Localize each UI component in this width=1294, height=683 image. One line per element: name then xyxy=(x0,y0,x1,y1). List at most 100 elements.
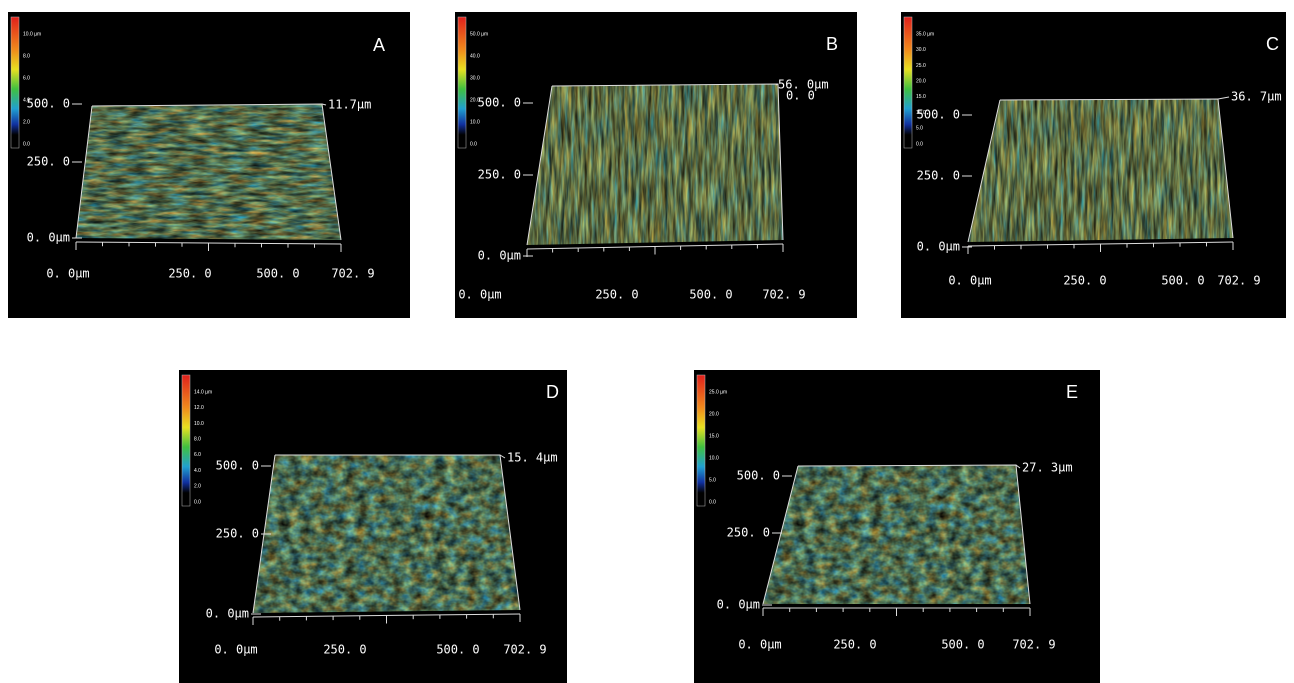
z-axis-tick xyxy=(1217,96,1230,100)
colorbar-label: 35.0 µm xyxy=(916,31,934,37)
x-axis-label: 500. 0 xyxy=(941,638,984,652)
colorbar-label: 40.0 xyxy=(470,53,480,59)
y-axis-label: 500. 0 xyxy=(478,96,521,110)
colorbar xyxy=(10,16,20,149)
panel: 50.0 µm 40.0 30.0 20.0 10.0 0.0 500. 0 250. 0 0.… xyxy=(455,12,857,318)
z-max-label: 36. 7µm xyxy=(1231,90,1282,104)
colorbar xyxy=(903,16,913,149)
colorbar-label: 10.0 xyxy=(194,421,204,427)
x-axis-label: 702. 9 xyxy=(1217,274,1260,288)
x-axis-label: 702. 9 xyxy=(1012,638,1055,652)
surface xyxy=(76,104,341,240)
y-axis xyxy=(967,99,1001,243)
z-max-label: 15. 4µm xyxy=(507,451,558,465)
panel-letter: A xyxy=(373,35,385,55)
x-axis-label: 500. 0 xyxy=(256,267,299,281)
y-axis xyxy=(526,85,553,246)
colorbar-label: 5.0 xyxy=(916,126,923,132)
z-max-label: 11.7µm xyxy=(328,98,371,112)
z-max-label: 27. 3µm xyxy=(1022,461,1073,475)
colorbar-label: 4.0 xyxy=(23,97,30,103)
x-axis-label: 250. 0 xyxy=(323,643,366,657)
y-axis-label: 0. 0µm xyxy=(27,231,70,245)
y-axis-label: 250. 0 xyxy=(478,168,521,182)
z-axis-tick xyxy=(775,83,779,86)
x-axis-label: 500. 0 xyxy=(436,643,479,657)
colorbar-label: 6.0 xyxy=(194,452,201,458)
colorbar-label: 4.0 xyxy=(194,468,201,474)
colorbar-label: 2.0 xyxy=(23,119,30,125)
z-max-label: 0. 0 xyxy=(786,89,815,103)
colorbar-label: 20.0 xyxy=(709,411,719,417)
y-axis-label: 0. 0µm xyxy=(206,607,249,621)
x-axis-label: 702. 9 xyxy=(762,288,805,302)
x-axis-label: 250. 0 xyxy=(595,288,638,302)
x-axis-label: 500. 0 xyxy=(1161,274,1204,288)
colorbar xyxy=(696,374,706,507)
colorbar-label: 10.0 xyxy=(916,110,926,116)
surface xyxy=(527,84,783,245)
surface xyxy=(968,99,1233,242)
z-axis-tick xyxy=(321,103,327,106)
colorbar-label: 25.0 µm xyxy=(709,389,727,395)
x-axis-label: 0. 0µm xyxy=(948,274,991,288)
colorbar-label: 20.0 xyxy=(916,78,926,84)
colorbar-label: 15.0 xyxy=(709,433,719,439)
panel-letter: D xyxy=(546,382,559,402)
x-axis-label: 0. 0µm xyxy=(46,267,89,281)
colorbar-label: 8.0 xyxy=(23,53,30,59)
y-axis-label: 0. 0µm xyxy=(717,598,760,612)
colorbar-label: 8.0 xyxy=(194,436,201,442)
colorbar-label: 5.0 xyxy=(709,477,716,483)
y-axis-label: 500. 0 xyxy=(216,459,259,473)
x-axis-label: 0. 0µm xyxy=(738,638,781,652)
z-max-label: 56. 0µm xyxy=(778,78,829,92)
y-axis-label: 0. 0µm xyxy=(917,240,960,254)
panel-letter: B xyxy=(826,34,838,54)
x-axis-label: 702. 9 xyxy=(503,643,546,657)
surface xyxy=(253,455,520,613)
colorbar-label: 15.0 xyxy=(916,94,926,100)
colorbar-label: 0.0 xyxy=(23,141,30,147)
colorbar-label: 20.0 xyxy=(470,97,480,103)
colorbar-label: 14.0 µm xyxy=(194,389,212,395)
panel-letter: E xyxy=(1066,382,1078,402)
x-axis-label: 0. 0µm xyxy=(214,643,257,657)
colorbar-label: 10.0 µm xyxy=(23,31,41,37)
panel-letter: C xyxy=(1266,34,1279,54)
y-axis-label: 500. 0 xyxy=(917,108,960,122)
colorbar-label: 0.0 xyxy=(709,499,716,505)
panel: 35.0 µm 30.0 25.0 20.0 15.0 10.0 5.0 0.0 500. 0 2… xyxy=(901,12,1286,318)
colorbar xyxy=(181,374,191,507)
panel: 10.0 µm 8.0 6.0 4.0 2.0 0.0 500. 0 250. 0 0. 0µm… xyxy=(8,12,410,318)
colorbar-label: 50.0 µm xyxy=(470,31,488,37)
x-axis-label: 0. 0µm xyxy=(458,288,501,302)
z-axis-tick xyxy=(1015,464,1021,469)
surface xyxy=(763,465,1030,604)
y-axis xyxy=(75,105,93,239)
panel: 25.0 µm 20.0 15.0 10.0 5.0 0.0 500. 0 250. 0 0. … xyxy=(694,370,1100,683)
colorbar-label: 6.0 xyxy=(23,75,30,81)
colorbar-label: 2.0 xyxy=(194,484,201,490)
colorbar xyxy=(457,16,467,149)
y-axis-label: 250. 0 xyxy=(27,155,70,169)
x-axis-label: 250. 0 xyxy=(1063,274,1106,288)
y-axis-label: 250. 0 xyxy=(917,169,960,183)
y-axis xyxy=(762,465,799,605)
y-axis-label: 500. 0 xyxy=(27,97,70,111)
colorbar-label: 30.0 xyxy=(916,47,926,53)
colorbar-label: 30.0 xyxy=(470,75,480,81)
colorbar-label: 12.0 xyxy=(194,405,204,411)
x-axis-label: 500. 0 xyxy=(689,288,732,302)
y-axis-label: 250. 0 xyxy=(727,526,770,540)
y-axis-label: 0. 0µm xyxy=(478,249,521,263)
y-axis-label: 500. 0 xyxy=(737,469,780,483)
panel: 14.0 µm 12.0 10.0 8.0 6.0 4.0 2.0 0.0 500. 0 250.… xyxy=(179,370,567,683)
colorbar-label: 10.0 xyxy=(709,455,719,461)
x-axis-label: 702. 9 xyxy=(331,267,374,281)
y-axis-label: 250. 0 xyxy=(216,527,259,541)
x-axis-label: 250. 0 xyxy=(833,638,876,652)
colorbar-label: 0.0 xyxy=(194,499,201,505)
colorbar-label: 25.0 xyxy=(916,63,926,69)
